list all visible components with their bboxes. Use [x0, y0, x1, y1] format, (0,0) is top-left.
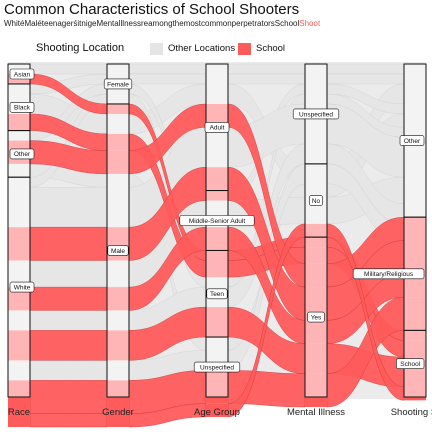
stratum-label-box — [352, 268, 425, 280]
alluvium-other — [29, 360, 108, 381]
stratum-label: Adult — [210, 125, 225, 132]
stratum-label: Black — [14, 105, 31, 112]
alluvium-other — [128, 73, 207, 85]
chart-title: Common Characteristics of School Shooter… — [4, 1, 300, 18]
legend-key-school — [238, 43, 251, 55]
legend-key-other-locations — [150, 43, 163, 55]
alluvium-other — [326, 63, 405, 75]
axis-label-shooting-si: Shooting Si — [391, 407, 432, 418]
stratum-label-box — [309, 195, 323, 206]
stratum-label: Yes — [311, 314, 322, 321]
stratum-label-box — [307, 311, 325, 323]
alluvium-other — [29, 187, 108, 228]
stratum-label: Other — [14, 151, 31, 158]
axis-label-age-group: Age Group — [194, 407, 240, 418]
alluvium-other — [29, 63, 108, 75]
legend: Shooting Location Other Locations School — [0, 40, 432, 58]
alluvium-school — [29, 286, 108, 311]
chart-subtitle: WhitéMaléteenagerśitnigeMentalllnessre… — [4, 19, 432, 28]
stratum-label: Female — [107, 81, 129, 88]
stratum-label-box — [179, 215, 255, 226]
alluvium-school — [29, 380, 108, 414]
stratum-label-box — [399, 135, 425, 146]
legend-label-other-locations: Other Locations — [168, 43, 236, 54]
axis-label-race: Race — [8, 407, 30, 418]
stratum-label-box — [206, 288, 228, 300]
stratum-label-box — [9, 148, 35, 160]
alluvium-other — [227, 73, 306, 85]
stratum-label-box — [107, 245, 129, 256]
alluvium-other — [326, 73, 405, 85]
subtitle-part: Shoot — [299, 19, 321, 28]
alluvium-other — [29, 310, 108, 331]
alluvium-other — [227, 63, 306, 75]
stratum-label-box — [103, 78, 133, 90]
alluvium-school — [29, 330, 108, 361]
stratum-label: Other — [404, 138, 421, 145]
alluvium-segment — [107, 413, 129, 427]
stratum-label-box — [193, 361, 241, 373]
alluvium-other — [128, 63, 207, 75]
stratum-label: Teen — [210, 291, 224, 298]
stratum-label: No — [312, 198, 321, 205]
alluvium-segment — [206, 403, 228, 417]
stratum-label: Middle-Senior Adult — [189, 218, 246, 225]
stratum-label-box — [9, 101, 35, 113]
stratum-label: Asian — [14, 71, 31, 78]
stratum-label-box — [204, 121, 230, 133]
subtitle-part: WhitéMaléteenagerśitnigeMentalllnessre… — [4, 19, 300, 28]
stratum-label: White — [14, 284, 31, 291]
stratum-label: Unspecified — [200, 364, 234, 371]
alluvium-school — [29, 226, 108, 261]
axis-label-mental-illness: Mental Illness — [287, 407, 345, 418]
legend-title: Shooting Location — [36, 42, 125, 54]
axis-label-gender: Gender — [102, 407, 134, 418]
stratum-label: Military/Religious — [364, 271, 414, 278]
stratum-label: Unspecified — [299, 111, 333, 118]
alluvium-other — [29, 260, 108, 288]
alluvium-school — [29, 413, 108, 428]
alluvium-segment — [8, 413, 30, 427]
stratum-label-box — [9, 68, 35, 80]
stratum-label-box — [9, 281, 35, 293]
stratum-label: School — [400, 361, 420, 368]
stratum-label-box — [292, 108, 340, 120]
legend-label-school: School — [256, 43, 286, 54]
stratum-label-box — [396, 358, 425, 370]
stratum-label: Male — [111, 248, 125, 255]
